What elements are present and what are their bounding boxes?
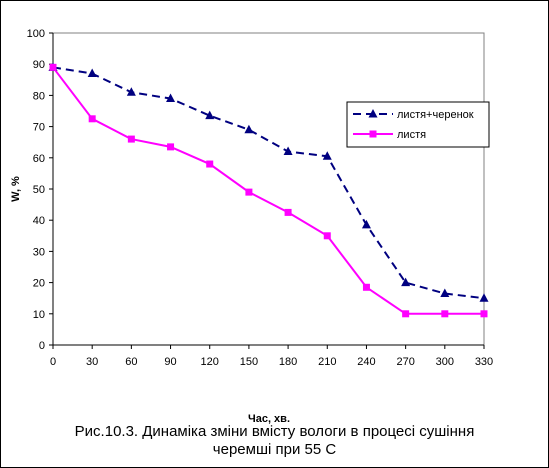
caption-line-2: черемші при 55 С — [212, 441, 337, 458]
legend: листя+черенок листя — [346, 101, 490, 148]
caption-line-1: Рис.10.3. Динаміка зміни вмісту вологи в… — [74, 423, 475, 440]
data-point — [440, 288, 450, 298]
data-point — [166, 93, 176, 103]
series-2 — [49, 63, 488, 318]
series-line — [52, 66, 484, 315]
y-axis-ticks: 0 10 20 30 40 50 60 70 80 90 100 — [27, 28, 53, 352]
series-layer — [48, 62, 489, 318]
data-point — [480, 310, 488, 318]
data-point — [245, 188, 253, 196]
x-tick-label: 90 — [164, 356, 176, 368]
data-point — [244, 124, 254, 134]
legend-marker — [369, 130, 377, 138]
y-tick-label: 70 — [33, 122, 45, 134]
y-axis-label: W, % — [10, 176, 22, 202]
x-axis-ticks: 0 30 60 90 120 150 180 210 240 270 300 330 — [50, 345, 493, 368]
data-point — [441, 310, 449, 318]
x-tick-label: 180 — [279, 356, 297, 368]
figure-caption: Рис.10.3. Динаміка зміни вмісту вологи в… — [1, 423, 548, 459]
legend-label: листя+черенок — [397, 109, 474, 121]
data-point — [283, 146, 293, 156]
legend-marker — [368, 109, 378, 118]
x-axis-label: Час, хв. — [248, 413, 290, 425]
legend-box — [346, 101, 490, 148]
y-tick-label: 40 — [33, 215, 45, 227]
legend-label: листя — [397, 129, 426, 141]
data-point — [49, 63, 57, 71]
x-tick-label: 270 — [396, 356, 414, 368]
data-point — [479, 293, 489, 302]
x-tick-label: 120 — [201, 356, 219, 368]
y-tick-label: 80 — [33, 90, 45, 102]
y-tick-label: 20 — [33, 278, 45, 290]
y-tick-label: 0 — [39, 340, 45, 352]
x-tick-label: 300 — [436, 356, 454, 368]
y-tick-label: 90 — [33, 59, 45, 71]
series-1 — [48, 62, 489, 302]
data-point — [88, 115, 96, 123]
data-point — [126, 87, 136, 96]
x-tick-label: 150 — [240, 356, 258, 368]
data-point — [402, 310, 410, 318]
series-line — [52, 66, 485, 300]
data-point — [284, 208, 292, 216]
x-tick-label: 0 — [50, 356, 56, 368]
y-tick-label: 60 — [33, 153, 45, 165]
plot-area-border — [52, 32, 485, 346]
data-point — [323, 232, 331, 240]
data-point — [322, 151, 332, 160]
x-tick-label: 240 — [357, 356, 375, 368]
y-tick-label: 50 — [33, 184, 45, 196]
data-point — [167, 143, 175, 151]
data-point — [362, 283, 370, 291]
data-point — [87, 68, 97, 78]
y-tick-label: 30 — [33, 246, 45, 258]
data-point — [206, 160, 214, 168]
data-point — [127, 135, 135, 143]
plot-frame — [52, 32, 485, 346]
data-point — [401, 277, 411, 287]
data-point — [205, 110, 215, 120]
y-tick-label: 100 — [27, 28, 45, 40]
y-tick-label: 10 — [33, 309, 45, 321]
data-point — [361, 219, 371, 229]
x-tick-label: 30 — [86, 356, 98, 368]
x-tick-label: 60 — [125, 356, 137, 368]
x-tick-label: 210 — [318, 356, 336, 368]
x-tick-label: 330 — [475, 356, 493, 368]
